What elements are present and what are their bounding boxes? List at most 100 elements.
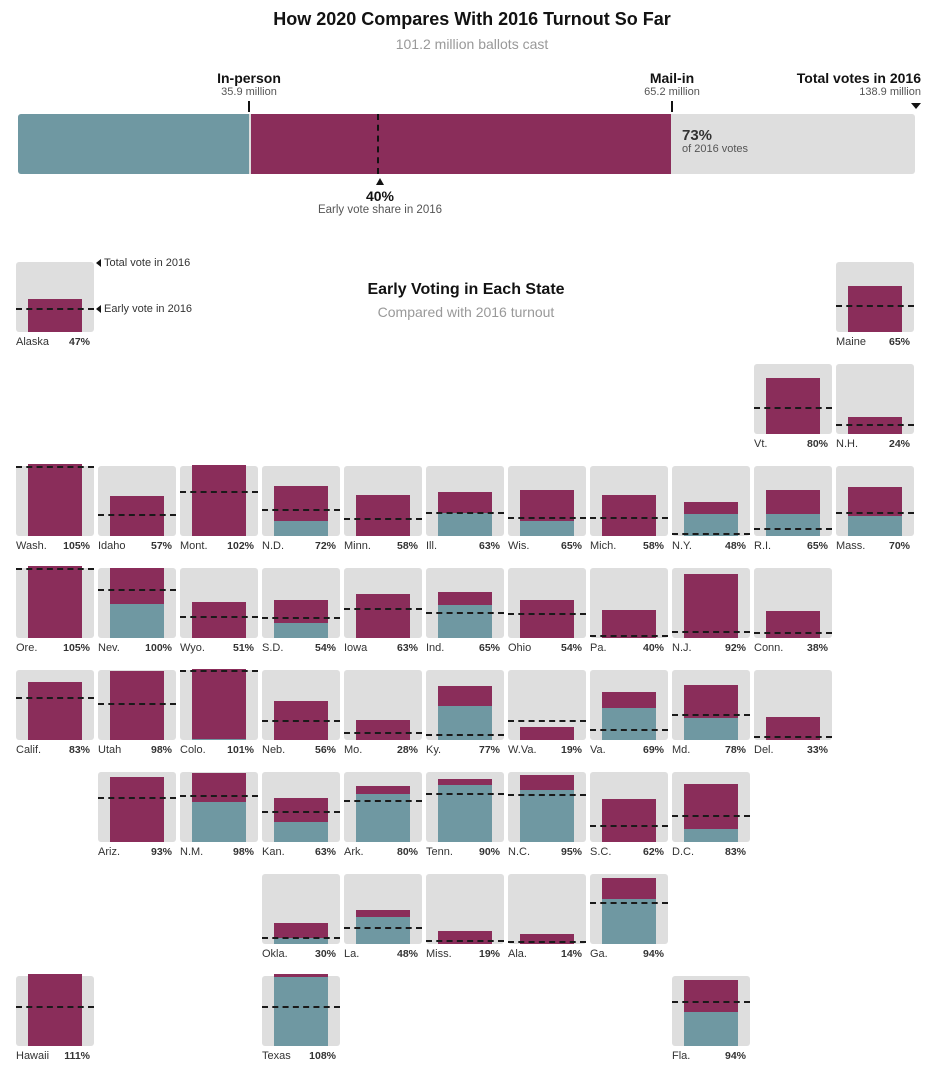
state-name: Mont. (180, 540, 208, 552)
state-tile-del: Del. 33% (754, 670, 832, 756)
mail-in-bar (848, 286, 902, 332)
in-person-tick (248, 101, 250, 112)
state-percent: 72% (314, 540, 336, 552)
state-name: Fla. (672, 1050, 691, 1062)
section-subtitle: Compared with 2016 turnout (377, 304, 555, 320)
state-percent: 14% (560, 948, 582, 960)
state-percent: 65% (560, 540, 582, 552)
state-tile-iowa: Iowa 63% (344, 568, 422, 654)
state-percent: 83% (68, 744, 90, 756)
mail-in-bar (766, 717, 820, 740)
in-person-bar (356, 794, 410, 842)
in-person-bar (356, 917, 410, 944)
state-tile-colo: Colo. 101% (180, 669, 258, 756)
state-tile-ga: Ga. 94% (590, 874, 668, 960)
state-tile-s-d: S.D. 54% (262, 568, 340, 654)
state-name: Ill. (426, 540, 437, 552)
state-name: W.Va. (508, 744, 537, 756)
state-name: S.D. (262, 642, 284, 654)
state-tile-la: La. 48% (344, 874, 422, 960)
state-name: Miss. (426, 948, 452, 960)
in-person-bar (438, 605, 492, 638)
state-name: Ariz. (98, 846, 120, 858)
state-name: Ala. (508, 948, 527, 960)
state-percent: 65% (806, 540, 828, 552)
state-tile-n-j: N.J. 92% (672, 568, 750, 654)
mail-in-bar (602, 610, 656, 638)
state-percent: 57% (150, 540, 172, 552)
mail-in-bar (356, 720, 410, 740)
early-2016-line (344, 800, 422, 802)
state-percent: 69% (642, 744, 664, 756)
early-2016-line (16, 1006, 94, 1008)
state-tile-minn: Minn. 58% (344, 466, 422, 552)
state-percent: 83% (724, 846, 746, 858)
section-title: Early Voting in Each State (367, 281, 565, 298)
early-2016-line (16, 308, 94, 310)
early-2016-line (426, 512, 504, 514)
state-name: Minn. (344, 540, 371, 552)
state-name: Okla. (262, 948, 288, 960)
in-person-bar (192, 802, 246, 842)
state-percent: 70% (888, 540, 910, 552)
mail-in-value: 65.2 million (644, 86, 700, 98)
mail-in-bar (520, 727, 574, 740)
in-person-bar (274, 521, 328, 536)
state-name: Calif. (16, 744, 42, 756)
in-person-bar (192, 739, 246, 740)
early-2016-line (262, 720, 340, 722)
state-name: N.J. (672, 642, 692, 654)
state-tile-nev: Nev. 100% (98, 568, 176, 654)
in-person-bar (848, 516, 902, 536)
state-percent: 93% (150, 846, 172, 858)
early-2016-line (672, 631, 750, 633)
early-2016-line (16, 466, 94, 468)
state-tile-n-d: N.D. 72% (262, 466, 340, 552)
early-2016-line (262, 1006, 340, 1008)
early-2016-line (98, 797, 176, 799)
state-name: Ind. (426, 642, 445, 654)
state-name: Vt. (754, 438, 768, 450)
state-percent: 80% (396, 846, 418, 858)
state-percent: 19% (560, 744, 582, 756)
early-2016-caption: Early vote share in 2016 (317, 204, 443, 216)
early-2016-line (426, 940, 504, 942)
total-2016-value: 138.9 million (859, 86, 921, 98)
state-tile-wis: Wis. 65% (508, 466, 586, 552)
state-percent: 102% (227, 540, 254, 552)
state-name: La. (344, 948, 360, 960)
state-percent: 40% (642, 642, 664, 654)
in-person-bar (602, 708, 656, 740)
early-2016-line (426, 612, 504, 614)
early-2016-line (754, 407, 832, 409)
mail-in-bar (766, 378, 820, 434)
in-person-bar (602, 899, 656, 944)
state-tile-calif: Calif. 83% (16, 670, 94, 756)
state-name: Texas (262, 1050, 291, 1062)
mail-in-bar (110, 496, 164, 536)
mail-in-bar (28, 299, 82, 332)
in-person-bar (110, 604, 164, 638)
mail-in-bar (192, 465, 246, 536)
legend-total-pointer-icon (96, 259, 101, 267)
early-2016-line (836, 512, 914, 514)
state-tile-wash: Wash. 105% (16, 464, 94, 552)
total-2016-label: Total votes in 2016 (796, 70, 921, 86)
state-percent: 30% (314, 948, 336, 960)
in-person-bar (438, 513, 492, 536)
state-percent: 92% (724, 642, 746, 654)
early-2016-line (98, 703, 176, 705)
state-tile-d-c: D.C. 83% (672, 772, 750, 858)
state-percent: 63% (396, 642, 418, 654)
state-percent: 38% (806, 642, 828, 654)
state-tile-ind: Ind. 65% (426, 568, 504, 654)
early-2016-line (180, 616, 258, 618)
early-2016-line (754, 632, 832, 634)
state-tile-alaska: Alaska 47% (16, 262, 94, 348)
early-2016-line (836, 305, 914, 307)
early-2016-line (344, 518, 422, 520)
state-tile-wyo: Wyo. 51% (180, 568, 258, 654)
state-name: Colo. (180, 744, 206, 756)
state-percent: 105% (63, 540, 90, 552)
mail-in-bar (602, 799, 656, 842)
